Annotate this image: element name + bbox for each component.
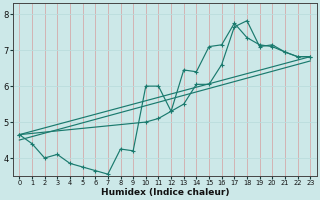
X-axis label: Humidex (Indice chaleur): Humidex (Indice chaleur) bbox=[100, 188, 229, 197]
